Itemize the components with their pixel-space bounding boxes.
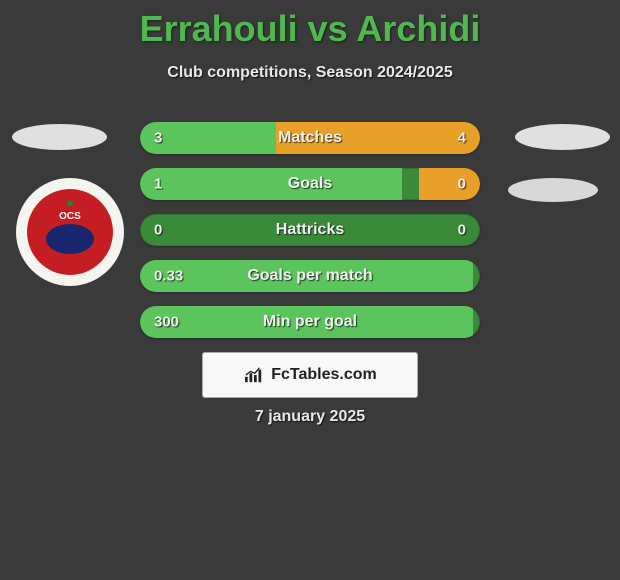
stat-bar: 1 Goals 0 bbox=[140, 168, 480, 200]
stat-label: Min per goal bbox=[263, 313, 357, 331]
stat-bar-left-fill bbox=[140, 168, 402, 200]
brand-text: FcTables.com bbox=[271, 366, 377, 384]
stat-right-value: 0 bbox=[458, 176, 466, 193]
stat-label: Goals per match bbox=[247, 267, 372, 285]
stat-bar: 3 Matches 4 bbox=[140, 122, 480, 154]
stat-right-value: 0 bbox=[458, 222, 466, 239]
club-logo-ball bbox=[46, 224, 94, 254]
stats-bars: 3 Matches 4 1 Goals 0 0 Hattricks 0 0.33 Goals per… bbox=[140, 122, 480, 352]
stat-bar-right-fill bbox=[419, 168, 480, 200]
stat-left-value: 0 bbox=[154, 222, 162, 239]
star-icon: ★ bbox=[65, 197, 75, 210]
stat-right-value: 4 bbox=[458, 130, 466, 147]
club-left-logo: ★ OCS bbox=[16, 178, 124, 286]
club-logo-inner: ★ OCS bbox=[27, 189, 113, 275]
stat-bar: 0.33 Goals per match bbox=[140, 260, 480, 292]
player-left-avatar-placeholder bbox=[12, 124, 107, 150]
stat-label: Matches bbox=[278, 129, 342, 147]
chart-icon bbox=[243, 366, 265, 384]
brand-footer[interactable]: FcTables.com bbox=[202, 352, 418, 398]
club-logo-outer: ★ OCS bbox=[16, 178, 124, 286]
stat-left-value: 300 bbox=[154, 314, 179, 331]
stat-bar: 0 Hattricks 0 bbox=[140, 214, 480, 246]
stat-left-value: 3 bbox=[154, 130, 162, 147]
player-right-avatar-placeholder bbox=[515, 124, 610, 150]
subtitle: Club competitions, Season 2024/2025 bbox=[0, 64, 620, 82]
club-logo-text: OCS bbox=[59, 211, 81, 222]
stat-left-value: 0.33 bbox=[154, 268, 183, 285]
club-right-logo-placeholder bbox=[508, 178, 598, 202]
stat-bar: 300 Min per goal bbox=[140, 306, 480, 338]
date-text: 7 january 2025 bbox=[0, 408, 620, 426]
stat-label: Hattricks bbox=[276, 221, 344, 239]
stat-left-value: 1 bbox=[154, 176, 162, 193]
page-title: Errahouli vs Archidi bbox=[0, 0, 620, 50]
stat-label: Goals bbox=[288, 175, 332, 193]
